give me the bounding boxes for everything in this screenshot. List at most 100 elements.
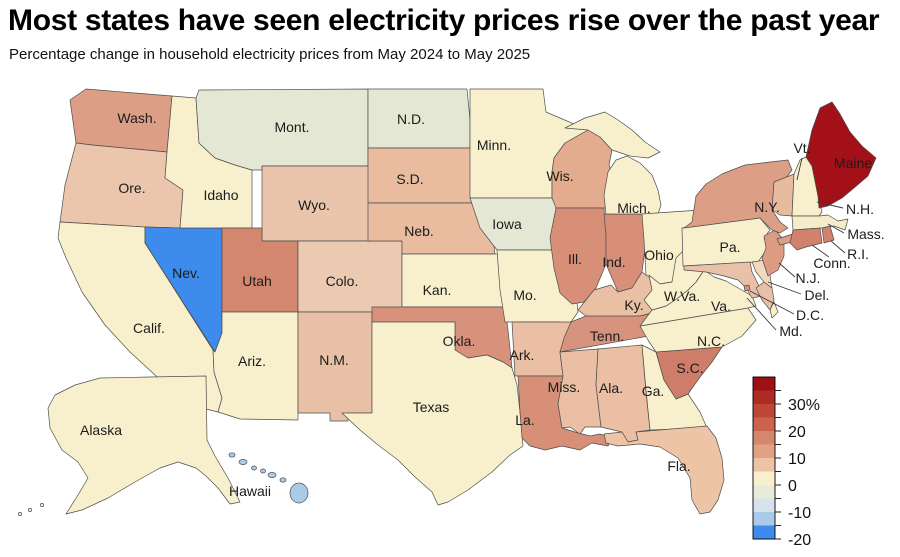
state-label-az: Ariz. — [238, 353, 266, 369]
state-shape-nc — [639, 307, 757, 353]
state-shape-mi-up — [564, 111, 661, 159]
state-label-tn: Tenn. — [590, 328, 624, 344]
state-shape-va-shore — [769, 301, 779, 319]
state-label-de: Del. — [805, 287, 830, 303]
state-label-ct: Conn. — [813, 255, 850, 271]
state-label-nc: N.C. — [697, 333, 725, 349]
state-shape-dc — [743, 284, 751, 292]
legend-band — [753, 404, 775, 418]
legend-tick-label: 20 — [788, 424, 806, 441]
legend-tick-label: -20 — [788, 532, 811, 549]
state-shape-ri — [821, 225, 835, 244]
legend-band — [753, 498, 775, 513]
state-label-wi: Wis. — [546, 168, 573, 184]
state-label-ar: Ark. — [510, 347, 535, 363]
state-label-la: La. — [515, 412, 534, 428]
leader-line-ri — [830, 240, 846, 254]
leader-line-de — [767, 281, 802, 295]
state-label-wa: Wash. — [117, 110, 156, 126]
callout-labels: Vt. N.H. Mass. R.I. Conn. N.J. Del. D.C.… — [746, 140, 885, 339]
leader-line-ma — [827, 223, 845, 234]
state-label-ga: Ga. — [642, 383, 665, 399]
legend-band — [753, 377, 775, 391]
leader-line-ct — [811, 244, 830, 258]
state-label-hi: Hawaii — [229, 483, 271, 499]
legend-colorbar: 30% 20 10 0 -10 -20 — [752, 376, 820, 549]
legend-band — [753, 417, 775, 432]
state-shape-ak-aleutian — [40, 503, 44, 507]
state-shape-hi-island — [267, 472, 277, 478]
legend-tick-label: -10 — [788, 505, 811, 522]
state-label-mt: Mont. — [274, 119, 309, 135]
chart-subtitle: Percentage change in household electrici… — [9, 46, 531, 63]
legend-band — [753, 431, 775, 445]
state-label-ca: Calif. — [133, 320, 165, 336]
state-label-me: Maine — [834, 155, 872, 171]
state-label-mo: Mo. — [513, 287, 536, 303]
state-label-in: Ind. — [602, 254, 625, 270]
state-label-ri: R.I. — [847, 246, 869, 262]
state-label-nv: Nev. — [172, 265, 200, 281]
state-label-ok: Okla. — [443, 333, 476, 349]
state-shape-ak — [47, 375, 241, 515]
state-shape-ct — [789, 227, 823, 251]
state-label-mn: Minn. — [477, 137, 511, 153]
state-label-nm: N.M. — [319, 352, 349, 368]
state-label-sd: S.D. — [396, 171, 423, 187]
state-label-va: Va. — [711, 298, 731, 314]
state-shape-hi-island — [289, 482, 309, 504]
state-shape-hi-island — [228, 452, 236, 458]
state-label-al: Ala. — [599, 380, 623, 396]
state-label-sc: S.C. — [676, 360, 703, 376]
state-label-co: Colo. — [326, 273, 359, 289]
state-shape-ak-aleutian — [28, 508, 32, 512]
state-shape-ak-aleutian — [18, 512, 22, 516]
state-label-nj: N.J. — [796, 270, 821, 286]
legend-band — [753, 525, 775, 540]
state-label-tx: Texas — [413, 399, 450, 415]
state-label-ks: Kan. — [423, 282, 452, 298]
state-label-ma: Mass. — [847, 226, 884, 242]
state-shape-mi — [603, 155, 662, 215]
state-label-dc: D.C. — [796, 307, 824, 323]
legend-band — [753, 471, 775, 486]
legend-band — [753, 390, 775, 405]
state-label-ne: Neb. — [404, 223, 434, 239]
state-label-ms: Miss. — [548, 379, 581, 395]
state-shape-hi-island — [238, 459, 248, 465]
state-shape-vt — [771, 173, 795, 217]
legend-tick-label: 10 — [788, 451, 806, 468]
state-label-mi: Mich. — [617, 200, 650, 216]
chart-title: Most states have seen electricity prices… — [8, 4, 880, 37]
state-label-wv: W.Va. — [664, 288, 700, 304]
state-shapes — [18, 88, 877, 516]
state-label-ny: N.Y. — [754, 199, 779, 215]
legend-band — [753, 458, 775, 472]
state-label-ky: Ky. — [624, 297, 643, 313]
leader-line-nj — [778, 262, 796, 278]
state-shape-hi-island — [251, 465, 257, 471]
state-labels: Wash. Ore. Calif. Nev. Idaho Mont. Wyo. … — [80, 110, 872, 499]
legend-tick-label: 30% — [788, 397, 820, 414]
state-label-oh: Ohio — [644, 247, 674, 263]
state-label-id: Idaho — [203, 187, 238, 203]
state-label-fl: Fla. — [667, 458, 690, 474]
state-label-ak: Alaska — [80, 422, 122, 438]
state-shape-ks — [401, 253, 506, 308]
legend-band — [753, 444, 775, 459]
state-shape-sc — [655, 346, 723, 400]
state-shape-hi-island — [279, 477, 287, 483]
legend-band — [753, 485, 775, 499]
state-label-wy: Wyo. — [298, 197, 330, 213]
leader-line-vt — [796, 157, 803, 181]
state-label-il: Ill. — [568, 251, 582, 267]
state-label-nd: N.D. — [397, 111, 425, 127]
leader-line-dc — [749, 290, 795, 315]
state-label-ia: Iowa — [492, 216, 522, 232]
state-label-md: Md. — [779, 323, 802, 339]
state-shape-hi-island — [260, 468, 266, 474]
state-label-or: Ore. — [118, 180, 145, 196]
leader-line-md — [746, 297, 777, 331]
